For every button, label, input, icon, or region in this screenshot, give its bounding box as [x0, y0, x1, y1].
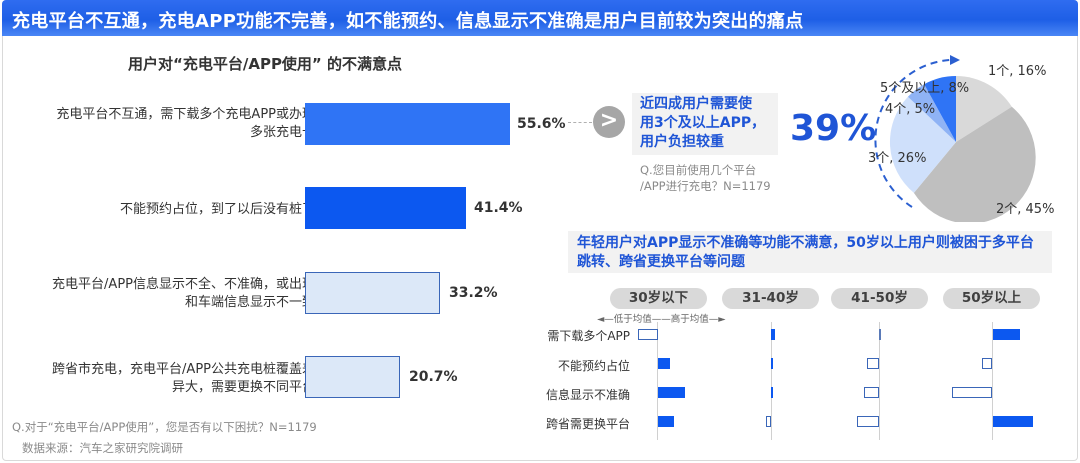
- insight-line2: 跳转、跨省更换平台等问题: [577, 254, 745, 270]
- header-bar: 充电平台不互通，充电APP功能不完善，如不能预约、信息显示不准确是用户目前较为突…: [2, 0, 1078, 36]
- bar-label: 充电平台/APP信息显示不全、不准确，或出现 和车端信息显示不一致: [52, 276, 315, 312]
- pie-chart: [874, 55, 1036, 222]
- bar-label-line2: 异大，需要更换不同平台: [171, 380, 315, 395]
- pie-label-2: 2个, 45%: [996, 202, 1055, 217]
- bar-value: 20.7%: [409, 369, 458, 385]
- deviation-bar: [771, 329, 775, 340]
- row-label: 跨省需更换平台: [545, 417, 630, 431]
- bar-label-line2: 多张充电卡: [249, 125, 315, 140]
- bar-label-line2: 和车端信息显示不一致: [184, 295, 315, 310]
- callout-line3: 用户负担较重: [640, 134, 724, 150]
- bar-label: 充电平台不互通，需下载多个充电APP或办理 多张充电卡: [56, 106, 315, 142]
- deviation-bar: [771, 387, 773, 398]
- bar-row-4: 跨省市充电，充电平台/APP公共充电桩覆盖差 异大，需要更换不同平台: [20, 361, 325, 401]
- bar-value: 55.6%: [517, 116, 566, 132]
- deviation-bar: [952, 387, 992, 398]
- age-group-50-over: 50岁以上: [943, 288, 1040, 309]
- pie-question-line1: Q.您目前使用几个平台: [640, 163, 757, 177]
- bar-label: 跨省市充电，充电平台/APP公共充电桩覆盖差 异大，需要更换不同平台: [52, 361, 315, 397]
- axis-50-over: [992, 322, 993, 440]
- deviation-bar: [771, 358, 773, 369]
- bar-4: [305, 356, 400, 398]
- row-label: 需下载多个APP: [547, 329, 630, 343]
- arrow-head-icon: [950, 55, 960, 65]
- deviation-legend: ◄—低于均值——高于均值—►: [597, 314, 726, 325]
- bar-label-line1: 充电平台不互通，需下载多个充电APP或办理: [56, 107, 315, 122]
- pie-label-1: 1个, 16%: [988, 64, 1047, 79]
- pie-question: Q.您目前使用几个平台 /APP进行充电？N=1179: [640, 162, 771, 194]
- age-group-31-40: 31-40岁: [722, 288, 819, 309]
- deviation-bar: [857, 416, 879, 427]
- pie-label-5: 5个及以上, 8%: [880, 81, 970, 96]
- deviation-bar: [864, 387, 879, 398]
- bar-label-line1: 跨省市充电，充电平台/APP公共充电桩覆盖差: [52, 362, 315, 377]
- dashed-arc: [874, 59, 951, 208]
- age-group-30-under: 30岁以下: [610, 288, 707, 309]
- bar-value: 41.4%: [474, 200, 523, 216]
- big-percent: 39%: [790, 108, 877, 149]
- pie-slice-5: [924, 76, 956, 142]
- pie-slice-3: [889, 96, 956, 193]
- pie-label-4: 4个, 5%: [885, 102, 936, 117]
- callout-line1: 近四成用户需要使: [640, 96, 752, 112]
- bar-value: 33.2%: [449, 285, 498, 301]
- axis-30-under: [657, 322, 658, 440]
- bar-row-3: 充电平台/APP信息显示不全、不准确，或出现 和车端信息显示不一致: [20, 276, 325, 316]
- callout-text: 近四成用户需要使 用3个及以上APP， 用户负担较重: [640, 95, 780, 152]
- deviation-bar: [993, 329, 1020, 340]
- bar-label-line1: 充电平台/APP信息显示不全、不准确，或出现: [52, 277, 315, 292]
- callout-box: [632, 93, 778, 155]
- source-footnote: 数据来源：汽车之家研究院调研: [22, 441, 183, 455]
- bar-1: [305, 103, 510, 145]
- insight-line1: 年轻用户对APP显示不准确等功能不满意，50岁以上用户则被困于多平台: [577, 235, 1034, 251]
- deviation-bar: [658, 387, 685, 398]
- age-group-41-50: 41-50岁: [831, 288, 928, 309]
- bar-label-line1: 不能预约占位，到了以后没有桩了: [119, 202, 315, 217]
- bar-3: [305, 272, 440, 314]
- deviation-bar: [867, 358, 879, 369]
- row-label: 不能预约占位: [557, 359, 630, 373]
- axis-31-40: [771, 322, 772, 440]
- question-footnote: Q.对于“充电平台/APP使用”，您是否有以下困扰？N=1179: [12, 420, 317, 434]
- left-chart-title: 用户对“充电平台/APP使用” 的不满意点: [128, 55, 403, 73]
- bar-2: [305, 187, 466, 229]
- deviation-bar: [982, 358, 992, 369]
- bar-label: 不能预约占位，到了以后没有桩了: [120, 201, 315, 219]
- bar-row-2: 不能预约占位，到了以后没有桩了: [20, 201, 325, 221]
- pie-question-line2: /APP进行充电？N=1179: [640, 179, 771, 193]
- deviation-bar: [658, 416, 674, 427]
- axis-41-50: [879, 322, 880, 440]
- pie-slice-2: [913, 106, 1036, 222]
- bar-row-1: 充电平台不互通，需下载多个充电APP或办理 多张充电卡: [20, 106, 325, 146]
- deviation-bar: [993, 416, 1033, 427]
- pie-slice-1: [956, 76, 1012, 142]
- deviation-bar: [638, 329, 658, 340]
- row-label: 信息显示不准确: [545, 388, 630, 402]
- connector-dotted-line: [568, 122, 592, 123]
- pie-slice-4: [907, 84, 956, 142]
- deviation-bar: [879, 329, 881, 340]
- deviation-bar: [658, 358, 670, 369]
- insight-text: 年轻用户对APP显示不准确等功能不满意，50岁以上用户则被困于多平台 跳转、跨省…: [577, 234, 1047, 272]
- callout-line2: 用3个及以上APP，: [640, 115, 766, 131]
- pie-label-3: 3个, 26%: [868, 151, 927, 166]
- chevron-right-icon: >: [593, 106, 625, 138]
- insight-box: [568, 231, 1052, 273]
- header-title: 充电平台不互通，充电APP功能不完善，如不能预约、信息显示不准确是用户目前较为突…: [12, 11, 804, 32]
- deviation-bar: [766, 416, 771, 427]
